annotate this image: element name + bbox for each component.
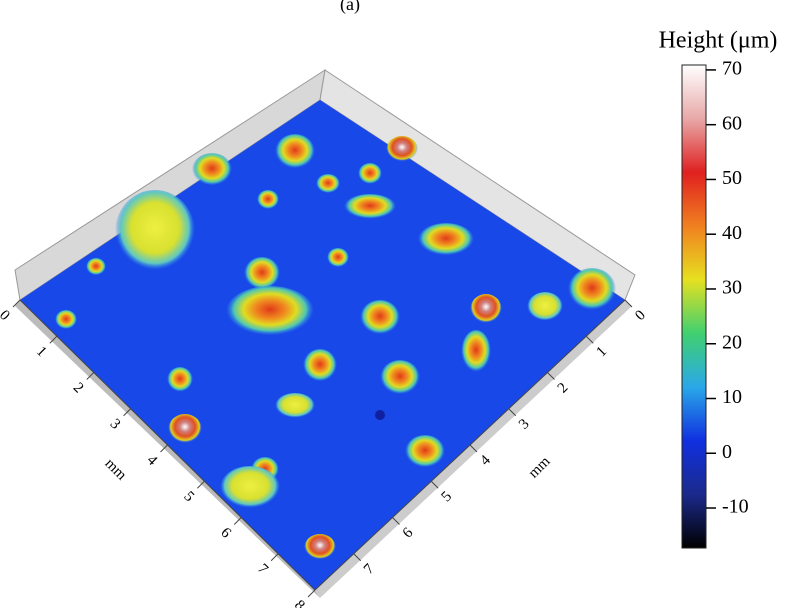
surface-feature [275,134,315,170]
surface-feature [275,393,315,419]
surface-feature [244,257,280,291]
surface-feature [86,258,106,276]
surface-feature [375,410,385,420]
chart-title: (a) [340,0,360,15]
axis-label: mm [101,456,129,484]
colorbar-tick-label: 30 [722,277,742,299]
surface-feature [257,190,279,210]
axis-tick [49,335,58,344]
colorbar-tick-label: 0 [722,441,732,463]
surface-feature [405,435,445,469]
surface-feature [327,248,349,268]
surface-feature [304,534,336,562]
axis-tick-label: 7 [254,561,271,578]
colorbar-tick-label: 60 [722,112,742,134]
axis-tick [585,335,594,344]
axis-tick-label: 3 [107,416,124,433]
axis-tick [353,553,362,562]
colorbar-tick-label: 20 [722,331,742,353]
surface-feature [386,136,418,164]
colorbar [681,64,707,549]
axis-tick [430,480,439,489]
axis-tick [307,589,316,598]
axis-tick-label: 0 [632,307,649,324]
axis-tick-label: 6 [217,525,234,542]
surface-feature [220,466,280,510]
surface-feature [303,349,337,383]
surface-feature [167,367,193,393]
surface-feature [192,153,232,187]
surface-feature [55,310,77,330]
colorbar-label: Height (μm) [659,28,778,54]
axis-tick-label: 1 [33,344,50,361]
surface-feature [168,414,202,446]
axis-tick [123,408,131,417]
axis-tick-label: 4 [144,452,161,469]
colorbar-tick-label: 70 [722,58,742,80]
surface-feature [226,286,314,338]
axis-tick [547,372,555,380]
axis-tick [270,553,279,562]
surface-features [55,134,616,562]
axis-label: mm [526,453,554,481]
axis-tick [392,517,400,525]
colorbar-tick-label: -10 [722,496,749,518]
axis-tick [624,299,633,308]
axis-tick-label: 1 [594,344,611,361]
surface-feature [527,292,563,322]
surface-feature [358,163,382,185]
surface-feature [344,194,396,220]
axis-tick [508,408,517,417]
axis-tick [197,480,205,489]
axis-tick-label: 4 [477,452,494,469]
surface-feature [380,360,420,396]
surface-feature [470,294,502,326]
axis-tick-label: 2 [555,380,572,397]
axis-tick [12,299,21,308]
axis-tick-label: 5 [180,489,197,506]
surface-feature [360,300,400,336]
axis-tick-label: 5 [439,489,456,506]
axis-tick-label: 2 [70,380,87,397]
axis-tick-label: 7 [361,561,378,578]
surface-feature [418,223,474,257]
surface-feature [316,174,340,194]
colorbar-tick-label: 10 [722,386,742,408]
axis-tick-label: 0 [0,307,13,324]
surface-feature [568,268,616,312]
axis-tick [469,444,478,453]
surface-feature [461,330,491,374]
colorbar-tick-label: 40 [722,222,742,244]
axis-tick-label: 3 [516,416,533,433]
axis-tick-label: 8 [291,597,308,608]
surface-feature [115,190,195,274]
axis-tick [86,372,95,380]
axis-tick [233,517,242,525]
surface [20,100,625,590]
colorbar-tick-label: 50 [722,167,742,189]
axis-tick [160,444,168,453]
axis-tick-label: 6 [400,524,417,541]
